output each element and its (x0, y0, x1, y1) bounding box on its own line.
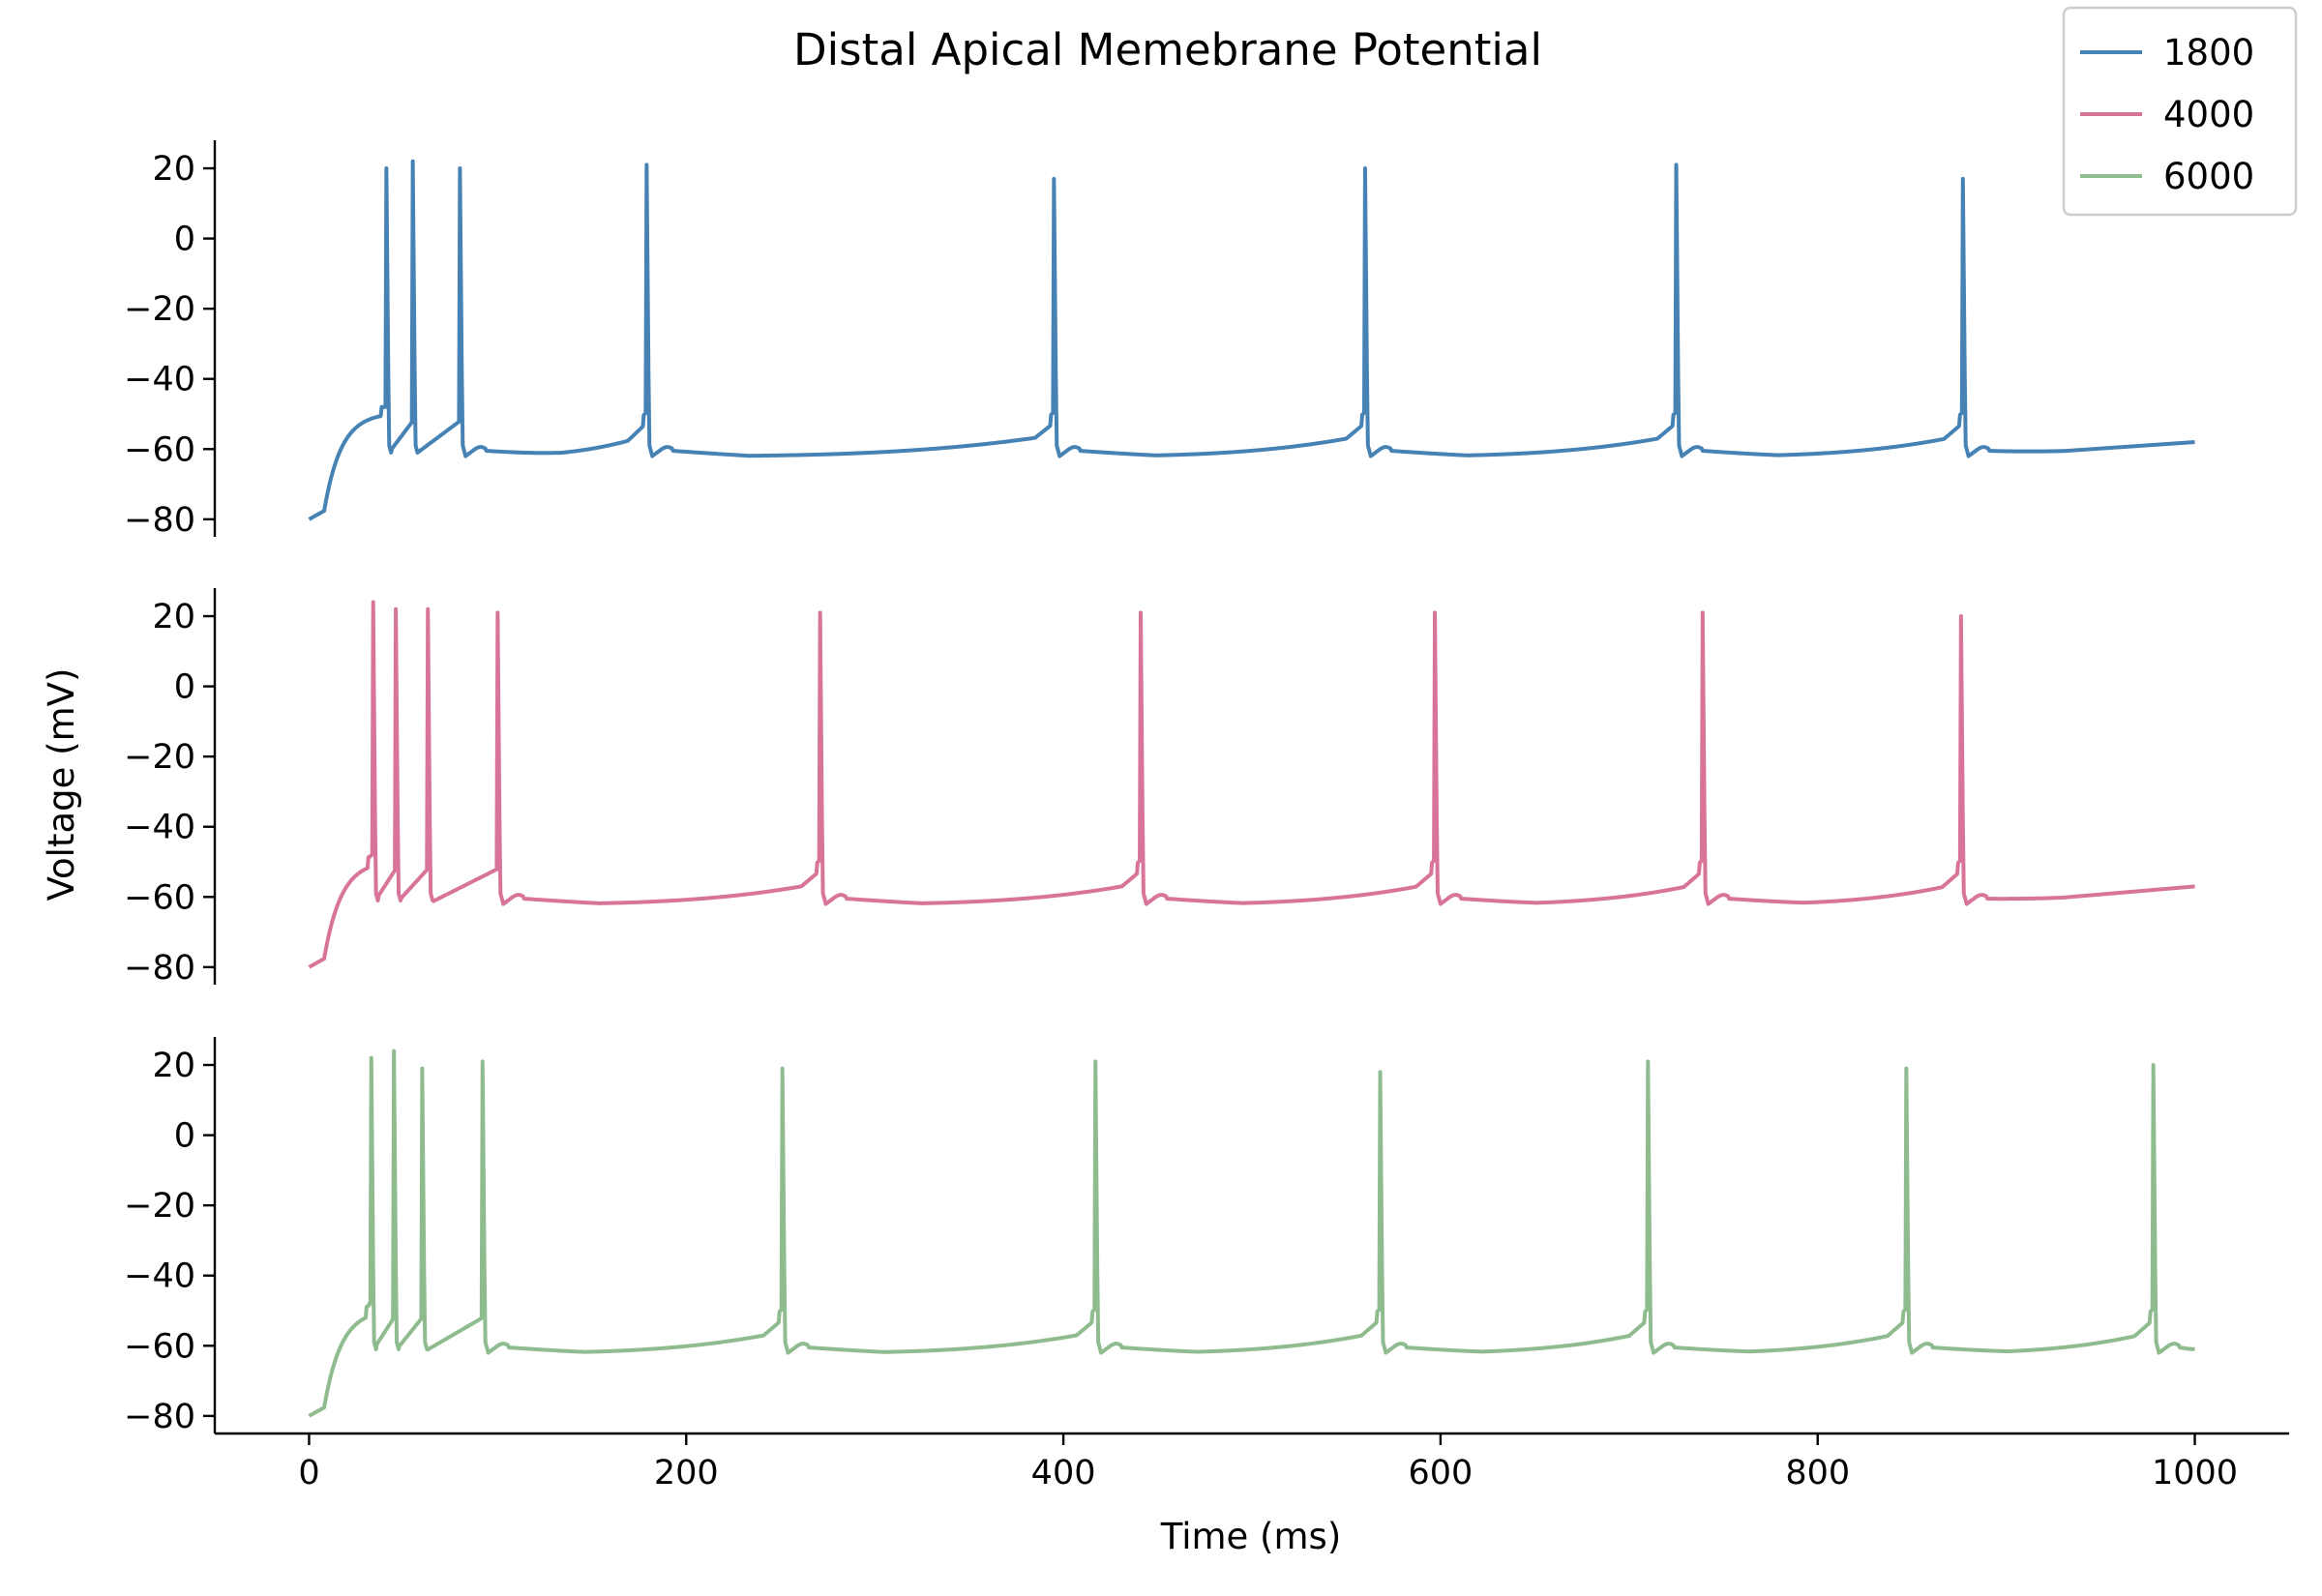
x-tick-label: 400 (1031, 1454, 1096, 1493)
y-tick-label: −20 (124, 290, 195, 329)
series-line-6000 (308, 1049, 2196, 1418)
x-axis-label: Time (ms) (1160, 1516, 1342, 1557)
y-tick-label: −60 (124, 1327, 195, 1366)
y-axis-label: Voltage (mV) (41, 668, 82, 901)
legend-label-1800: 1800 (2163, 32, 2254, 74)
y-tick-label: 0 (174, 1117, 195, 1156)
y-tick-label: −80 (124, 1398, 195, 1436)
y-tick-label: 0 (174, 668, 195, 707)
legend-label-4000: 4000 (2163, 94, 2254, 135)
chart-title: Distal Apical Memebrane Potential (793, 24, 1542, 75)
plot-panels: −80−60−40−20020−80−60−40−20020−80−60−40−… (124, 140, 2196, 1436)
legend: 1800 4000 6000 (2062, 6, 2298, 217)
panel-6000: −80 −60 −40 −20 0 20 (124, 1037, 2196, 1436)
y-tick-label: 20 (152, 150, 195, 189)
y-tick-label: 20 (152, 1047, 195, 1085)
x-tick-label: 1000 (2152, 1454, 2238, 1493)
y-tick-label: −60 (124, 878, 195, 917)
y-tick-label: −20 (124, 738, 195, 777)
x-tick-label: 200 (654, 1454, 719, 1493)
panel-4000: −80 −60 −40 −20 0 20 (124, 588, 2196, 988)
panel-1800: −80 −60 −40 −20 0 20 (124, 140, 2196, 540)
legend-label-6000: 6000 (2163, 156, 2254, 197)
y-tick-label: −80 (124, 949, 195, 988)
series-line-1800 (308, 159, 2196, 521)
x-axis: 0 200 400 600 800 1000 (215, 1432, 2289, 1493)
series-line-4000 (308, 600, 2196, 969)
x-tick-label: 800 (1785, 1454, 1850, 1493)
legend-box (2062, 6, 2298, 217)
y-tick-label: −60 (124, 430, 195, 469)
y-tick-label: −40 (124, 361, 195, 399)
y-tick-label: −20 (124, 1187, 195, 1226)
y-tick-label: 20 (152, 598, 195, 636)
y-tick-label: 0 (174, 221, 195, 259)
x-tick-label: 600 (1409, 1454, 1474, 1493)
y-tick-label: −40 (124, 809, 195, 847)
x-tick-label: 0 (298, 1454, 319, 1493)
y-tick-label: −40 (124, 1257, 195, 1296)
y-tick-label: −80 (124, 501, 195, 540)
